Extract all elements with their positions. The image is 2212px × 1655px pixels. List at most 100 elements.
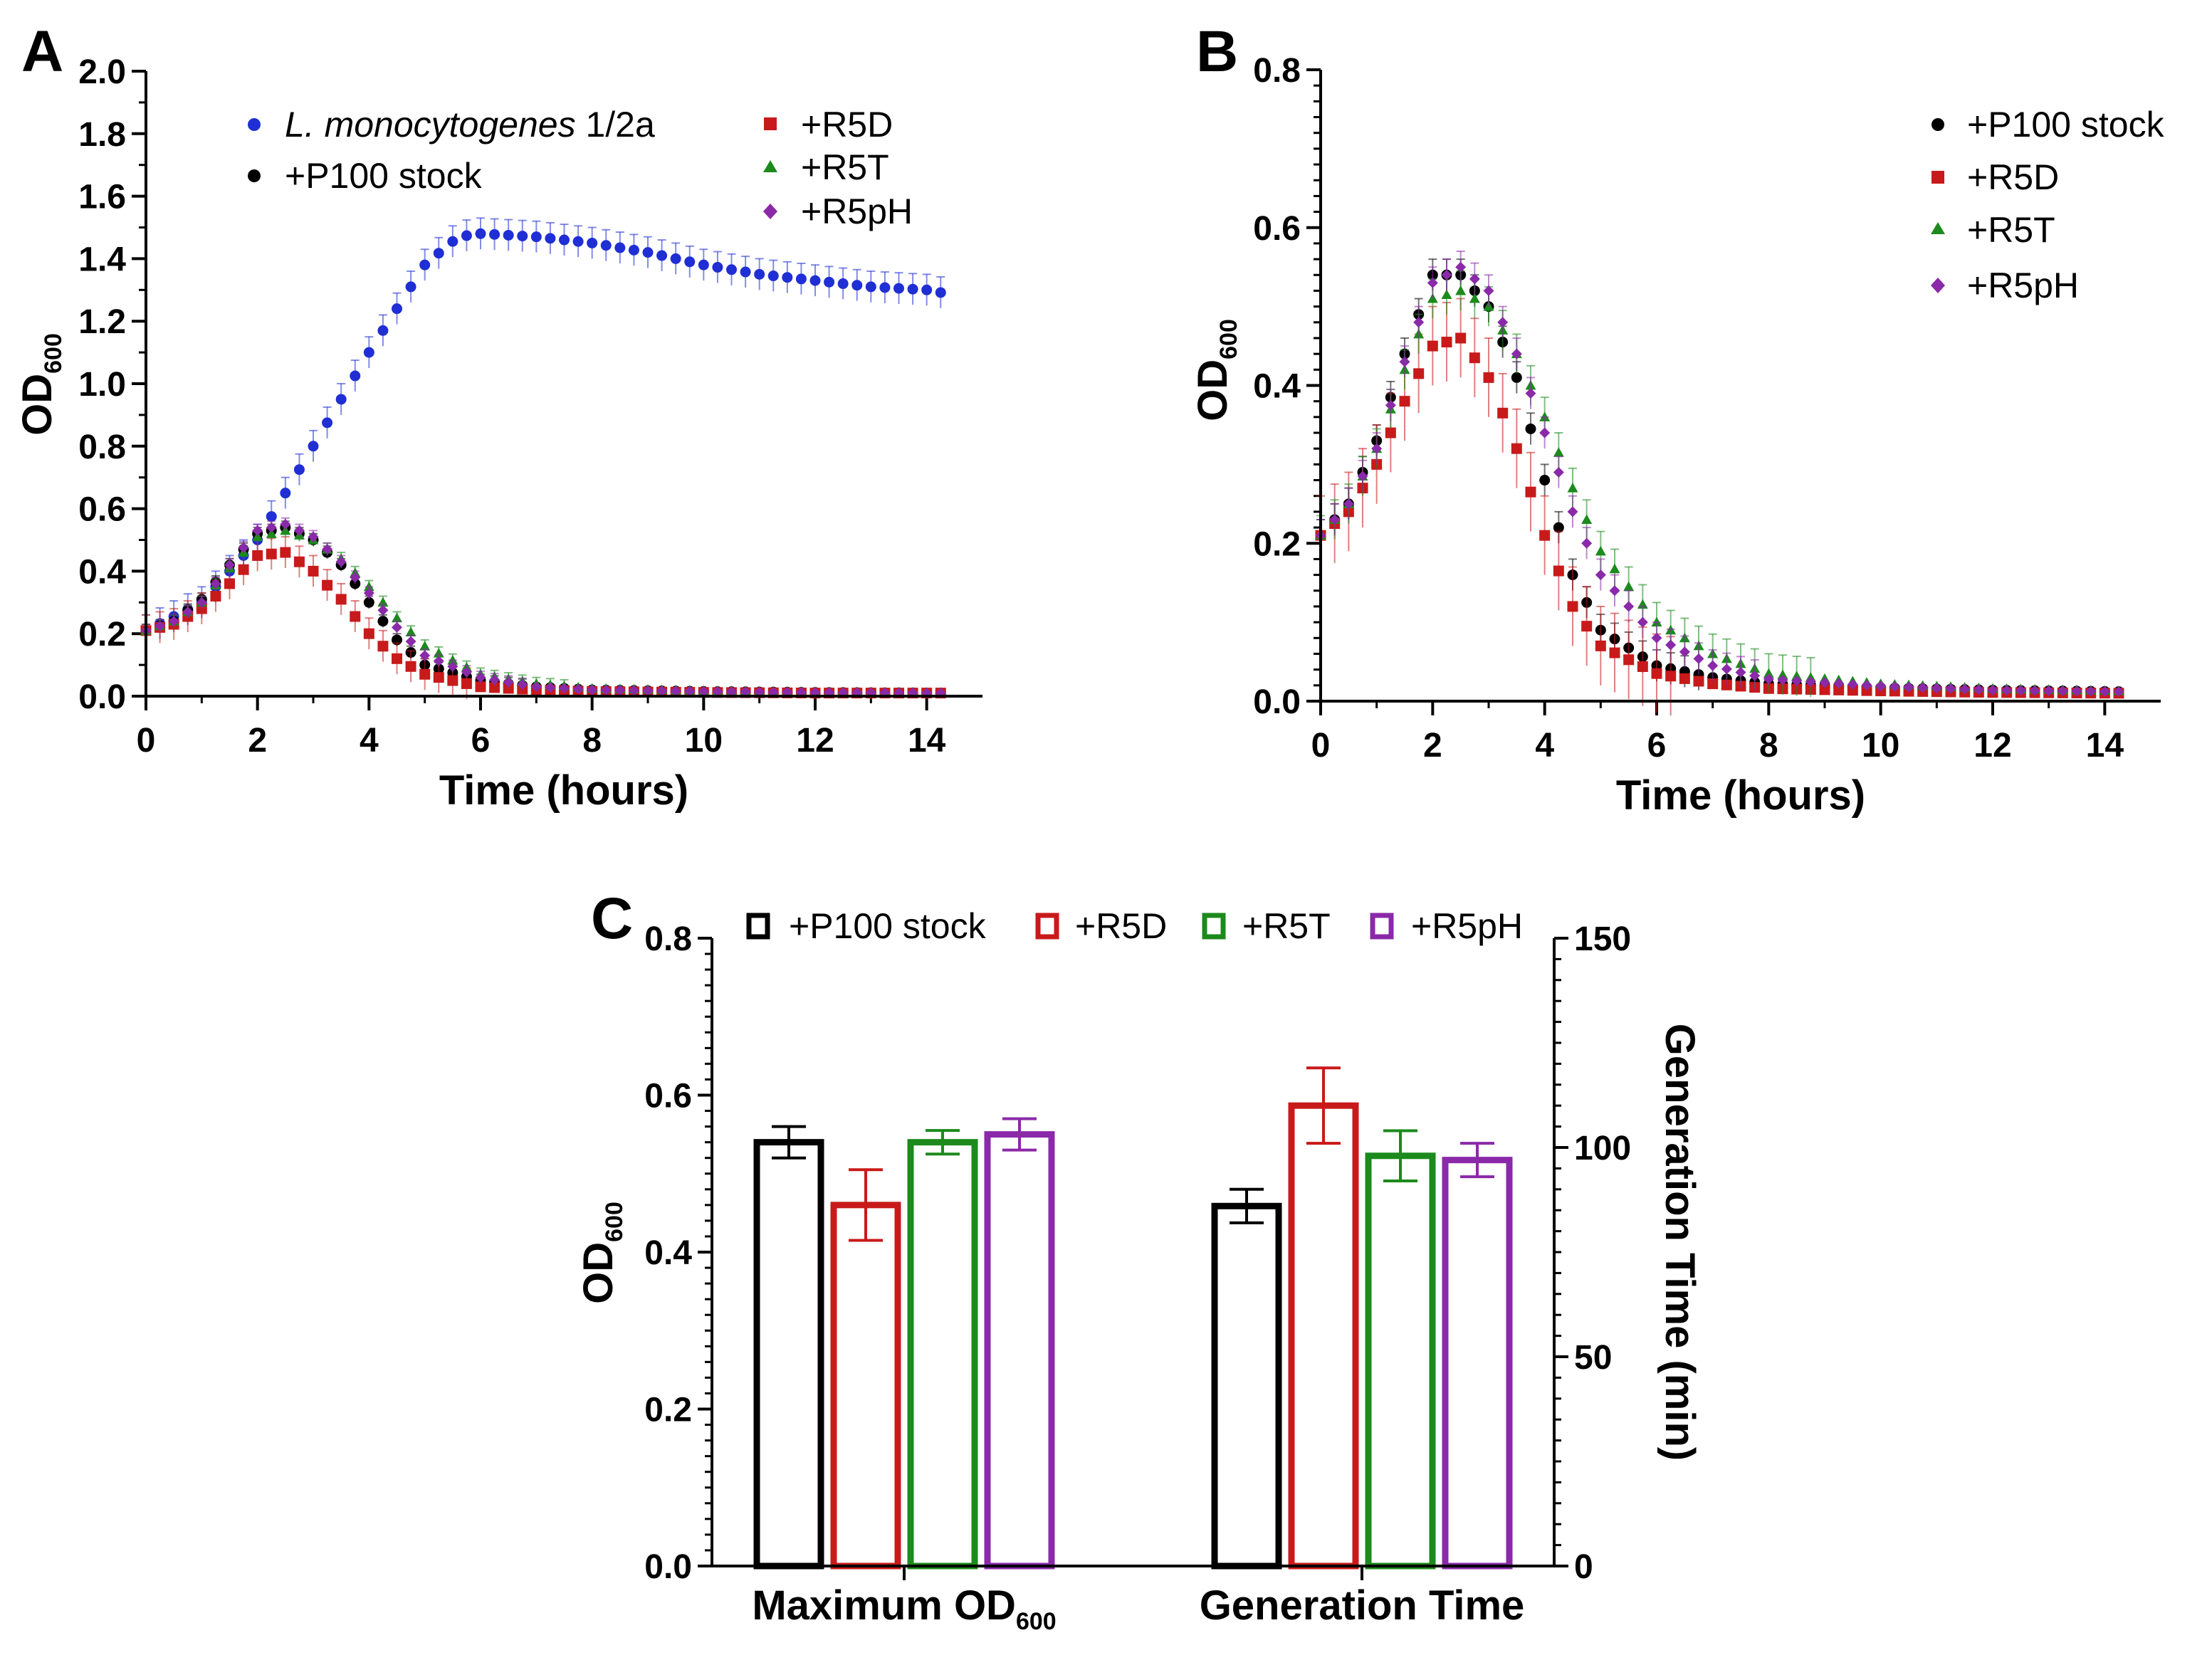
data-point [1609, 563, 1620, 574]
data-point [1889, 681, 1900, 693]
data-point [559, 683, 570, 694]
data-point [1833, 678, 1845, 689]
data-point [1385, 427, 1396, 438]
b-y-tick-label: 0.8 [1253, 52, 1301, 90]
a-y-tick-label: 0.6 [78, 491, 126, 529]
data-point [1595, 640, 1606, 651]
data-point [489, 682, 500, 693]
a-series-r5d [140, 536, 946, 700]
c-bar-gen-time-r5t [1365, 1152, 1436, 1570]
data-point [1651, 668, 1662, 679]
legend-c-marker-r5t [1202, 913, 1226, 940]
panel-c-x-label-0: Maximum OD600 [752, 1582, 1056, 1635]
data-point [1455, 332, 1467, 344]
c-bar-max-od-p100 [753, 1139, 824, 1570]
data-point [1917, 682, 1929, 693]
a-x-tick-label: 8 [582, 722, 602, 760]
data-point [1665, 671, 1677, 682]
a-x-tick-label: 6 [471, 722, 491, 760]
data-point [461, 230, 472, 241]
data-point [587, 237, 598, 248]
a-x-tick-label: 12 [796, 722, 834, 760]
c-y-tick-label: 0.8 [644, 920, 692, 958]
data-point [1497, 317, 1509, 328]
a-x-tick-label: 4 [360, 722, 379, 760]
data-point [1595, 569, 1606, 581]
data-point [1763, 673, 1774, 685]
panel-a-series [140, 217, 946, 700]
a-series-r5t [140, 523, 946, 697]
panel-a-label: A [21, 19, 63, 84]
data-point [363, 587, 374, 599]
data-point [293, 556, 305, 567]
c-bar-max-od-r5t [907, 1139, 978, 1570]
data-point [350, 611, 361, 622]
panel-a-y-label: OD600 [14, 333, 67, 436]
data-point [2015, 685, 2026, 696]
panel-a-x-ticks: 0 2 4 6 8 10 12 14 [137, 696, 946, 760]
panel-a: A 0.0 0.2 0.4 0.6 0.8 1.0 1.2 1.4 1.6 1.8 2.0 0 2 4 6… [14, 19, 982, 814]
data-point [1833, 684, 1845, 695]
panel-b-y-ticks: 0.0 0.2 0.4 0.6 0.8 [1253, 52, 1321, 721]
c-y-tick-label: 0.0 [644, 1548, 692, 1586]
b-x-tick-label: 12 [1973, 727, 2011, 765]
data-point [1357, 471, 1368, 482]
data-point [698, 685, 709, 697]
b-series-r5t [1315, 270, 2124, 698]
data-point [684, 256, 696, 268]
panel-b-label: B [1196, 19, 1238, 84]
data-point [308, 441, 319, 452]
c-y2-tick-label: 50 [1574, 1339, 1612, 1377]
legend-marker-r5ph [763, 204, 777, 219]
a-y-tick-label: 0.2 [78, 616, 126, 653]
data-point [1539, 427, 1551, 438]
data-point [405, 661, 416, 672]
legend-marker-p100 [248, 169, 261, 182]
data-point [1805, 676, 1816, 688]
data-point [1623, 654, 1635, 666]
data-point [308, 531, 319, 542]
data-point [1427, 340, 1438, 352]
panel-b-y-label-main: OD [1190, 359, 1236, 421]
legend-c-marker-p100 [746, 913, 770, 940]
data-point [280, 488, 291, 499]
data-point [559, 234, 570, 246]
panel-c-label: C [591, 886, 633, 951]
legend-label-lmono-rest: 1/2a [576, 105, 655, 145]
data-point [656, 250, 668, 261]
legend-b-label-r5t: +R5T [1967, 210, 2055, 250]
c-y2-tick-label: 0 [1574, 1548, 1593, 1586]
c-bar-gen-time-r5d [1288, 1102, 1359, 1570]
legend-c-marker-r5ph [1370, 913, 1394, 940]
data-point [1581, 537, 1593, 549]
data-point [1483, 285, 1494, 296]
data-point [447, 661, 458, 672]
data-point [363, 597, 374, 608]
data-point [252, 525, 263, 536]
data-point [1553, 447, 1564, 457]
legend-b-marker-r5d [1931, 171, 1944, 184]
data-point [1959, 683, 1971, 695]
data-point [795, 273, 807, 285]
data-point [628, 244, 639, 256]
data-point [2099, 685, 2110, 697]
legend-b-label-r5d: +R5D [1967, 157, 2059, 197]
c-bar-gen-time-r5ph [1442, 1157, 1513, 1570]
data-point [935, 287, 946, 298]
data-point [2043, 685, 2055, 696]
panel-c-y2-label: Generation Time (min) [1657, 1024, 1703, 1461]
b-series-r5ph [1315, 251, 2124, 698]
data-point [1469, 273, 1480, 285]
data-point [405, 281, 416, 293]
data-point [1623, 601, 1635, 612]
data-point [1819, 684, 1830, 695]
a-y-tick-label: 0.8 [78, 429, 126, 466]
c-y2-tick-label: 100 [1574, 1130, 1631, 1167]
data-point [335, 594, 347, 605]
legend-marker-r5t [763, 160, 777, 172]
data-point [405, 626, 416, 637]
data-point [224, 559, 235, 571]
data-point [433, 248, 444, 259]
data-point [350, 370, 361, 382]
